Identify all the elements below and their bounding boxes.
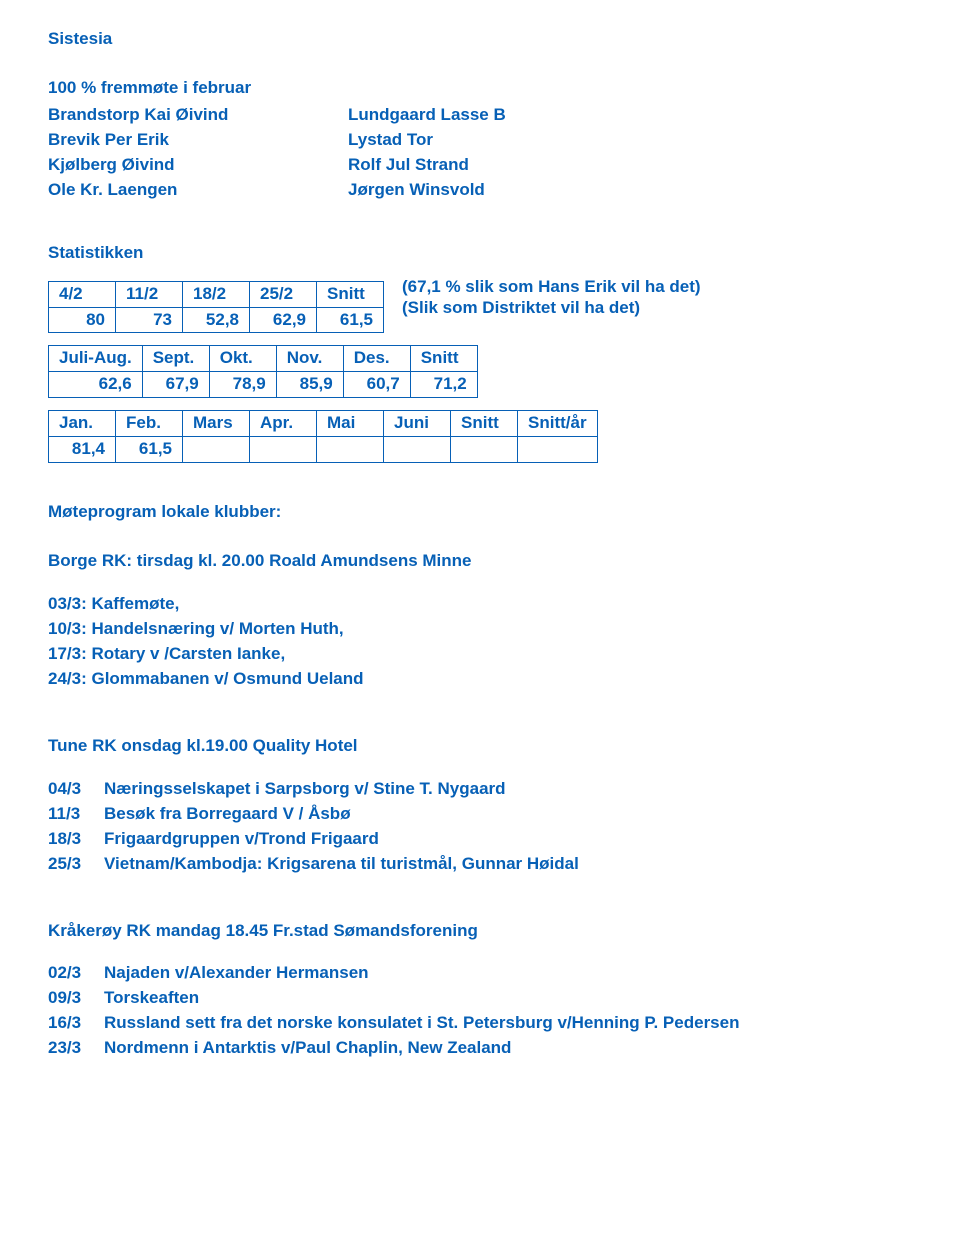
td: 71,2 bbox=[410, 372, 477, 398]
date: 16/3 bbox=[48, 1012, 104, 1035]
th: 18/2 bbox=[183, 281, 250, 307]
th: Snitt/år bbox=[518, 411, 598, 437]
name-item: Ole Kr. Laengen bbox=[48, 179, 348, 202]
td: 61,5 bbox=[116, 437, 183, 463]
th: Okt. bbox=[209, 346, 276, 372]
date: 09/3 bbox=[48, 987, 104, 1010]
th: Mai bbox=[317, 411, 384, 437]
th: Apr. bbox=[250, 411, 317, 437]
name-item: Brandstorp Kai Øivind bbox=[48, 104, 348, 127]
th: Snitt bbox=[410, 346, 477, 372]
date: 25/3 bbox=[48, 853, 104, 876]
th: Feb. bbox=[116, 411, 183, 437]
krakeroy-title: Kråkerøy RK mandag 18.45 Fr.stad Sømands… bbox=[48, 920, 912, 943]
th: Nov. bbox=[276, 346, 343, 372]
name-item: Lundgaard Lasse B bbox=[348, 104, 648, 127]
th: Sept. bbox=[142, 346, 209, 372]
tune-list: 04/3Næringsselskapet i Sarpsborg v/ Stin… bbox=[48, 778, 912, 876]
td: 60,7 bbox=[343, 372, 410, 398]
name-item: Brevik Per Erik bbox=[48, 129, 348, 152]
names-right: Lundgaard Lasse B Lystad Tor Rolf Jul St… bbox=[348, 104, 648, 204]
name-columns: Brandstorp Kai Øivind Brevik Per Erik Kj… bbox=[48, 104, 912, 204]
borge-title: Borge RK: tirsdag kl. 20.00 Roald Amunds… bbox=[48, 550, 912, 573]
name-item: Rolf Jul Strand bbox=[348, 154, 648, 177]
krakeroy-list: 02/3Najaden v/Alexander Hermansen 09/3To… bbox=[48, 962, 912, 1060]
th: Mars bbox=[183, 411, 250, 437]
td: 52,8 bbox=[183, 307, 250, 333]
program-item: 23/3Nordmenn i Antarktis v/Paul Chaplin,… bbox=[48, 1037, 912, 1060]
attendance-heading: 100 % fremmøte i februar bbox=[48, 77, 912, 100]
program-item: 04/3Næringsselskapet i Sarpsborg v/ Stin… bbox=[48, 778, 912, 801]
program-item: 09/3Torskeaften bbox=[48, 987, 912, 1010]
td: 85,9 bbox=[276, 372, 343, 398]
text: Nordmenn i Antarktis v/Paul Chaplin, New… bbox=[104, 1037, 511, 1060]
name-item: Jørgen Winsvold bbox=[348, 179, 648, 202]
stats-note-line: (67,1 % slik som Hans Erik vil ha det) bbox=[402, 276, 701, 297]
stats-table-1: 4/2 11/2 18/2 25/2 Snitt 80 73 52,8 62,9… bbox=[48, 281, 384, 334]
td: 61,5 bbox=[317, 307, 384, 333]
th: Juli-Aug. bbox=[49, 346, 143, 372]
text: Næringsselskapet i Sarpsborg v/ Stine T.… bbox=[104, 778, 506, 801]
program-item: 02/3Najaden v/Alexander Hermansen bbox=[48, 962, 912, 985]
stats-note: (67,1 % slik som Hans Erik vil ha det) (… bbox=[402, 275, 701, 319]
date: 02/3 bbox=[48, 962, 104, 985]
clubs-heading: Møteprogram lokale klubber: bbox=[48, 501, 912, 524]
th: Des. bbox=[343, 346, 410, 372]
th: Juni bbox=[384, 411, 451, 437]
text: Frigaardgruppen v/Trond Frigaard bbox=[104, 828, 379, 851]
th: 25/2 bbox=[250, 281, 317, 307]
td: 62,9 bbox=[250, 307, 317, 333]
td bbox=[317, 437, 384, 463]
program-item: 03/3: Kaffemøte, bbox=[48, 593, 912, 616]
date: 18/3 bbox=[48, 828, 104, 851]
td bbox=[518, 437, 598, 463]
names-left: Brandstorp Kai Øivind Brevik Per Erik Kj… bbox=[48, 104, 348, 204]
text: Vietnam/Kambodja: Krigsarena til turistm… bbox=[104, 853, 579, 876]
th: 4/2 bbox=[49, 281, 116, 307]
text: Najaden v/Alexander Hermansen bbox=[104, 962, 369, 985]
page-title: Sistesia bbox=[48, 28, 912, 51]
text: Besøk fra Borregaard V / Åsbø bbox=[104, 803, 351, 826]
th: Snitt bbox=[317, 281, 384, 307]
text: Torskeaften bbox=[104, 987, 199, 1010]
td: 62,6 bbox=[49, 372, 143, 398]
borge-list: 03/3: Kaffemøte, 10/3: Handelsnæring v/ … bbox=[48, 593, 912, 691]
td: 80 bbox=[49, 307, 116, 333]
program-item: 18/3Frigaardgruppen v/Trond Frigaard bbox=[48, 828, 912, 851]
name-item: Kjølberg Øivind bbox=[48, 154, 348, 177]
td: 81,4 bbox=[49, 437, 116, 463]
td: 78,9 bbox=[209, 372, 276, 398]
program-item: 24/3: Glommabanen v/ Osmund Ueland bbox=[48, 668, 912, 691]
program-item: 10/3: Handelsnæring v/ Morten Huth, bbox=[48, 618, 912, 641]
tune-title: Tune RK onsdag kl.19.00 Quality Hotel bbox=[48, 735, 912, 758]
td bbox=[183, 437, 250, 463]
program-item: 11/3Besøk fra Borregaard V / Åsbø bbox=[48, 803, 912, 826]
date: 23/3 bbox=[48, 1037, 104, 1060]
td bbox=[250, 437, 317, 463]
program-item: 25/3Vietnam/Kambodja: Krigsarena til tur… bbox=[48, 853, 912, 876]
td bbox=[384, 437, 451, 463]
date: 04/3 bbox=[48, 778, 104, 801]
stats-note-line: (Slik som Distriktet vil ha det) bbox=[402, 297, 701, 318]
td: 67,9 bbox=[142, 372, 209, 398]
stats-table-2: Juli-Aug. Sept. Okt. Nov. Des. Snitt 62,… bbox=[48, 345, 478, 398]
th: 11/2 bbox=[116, 281, 183, 307]
date: 11/3 bbox=[48, 803, 104, 826]
stats-table-3: Jan. Feb. Mars Apr. Mai Juni Snitt Snitt… bbox=[48, 410, 598, 463]
program-item: 16/3Russland sett fra det norske konsula… bbox=[48, 1012, 912, 1035]
stats-heading: Statistikken bbox=[48, 242, 912, 265]
program-item: 17/3: Rotary v /Carsten Ianke, bbox=[48, 643, 912, 666]
text: Russland sett fra det norske konsulatet … bbox=[104, 1012, 739, 1035]
td: 73 bbox=[116, 307, 183, 333]
td bbox=[451, 437, 518, 463]
th: Jan. bbox=[49, 411, 116, 437]
th: Snitt bbox=[451, 411, 518, 437]
name-item: Lystad Tor bbox=[348, 129, 648, 152]
